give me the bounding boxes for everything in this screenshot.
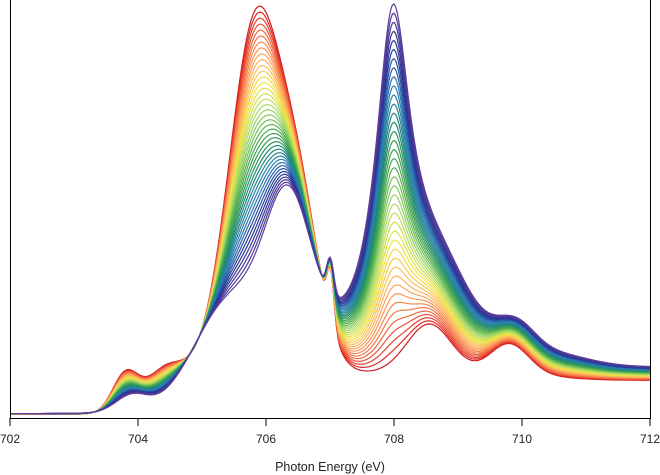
x-tick-label-708: 708 — [384, 432, 404, 446]
x-tick-label-710: 710 — [512, 432, 532, 446]
spectrum-line-40 — [9, 3, 651, 415]
x-tick-label-702: 702 — [0, 432, 20, 446]
x-ticks-group: 702 704 706 708 710 712 — [0, 418, 660, 446]
spectrum-line-15 — [10, 87, 651, 415]
spectra-series-group — [9, 3, 651, 415]
x-tick-label-712: 712 — [640, 432, 660, 446]
x-tick-label-706: 706 — [256, 432, 276, 446]
x-tick-label-704: 704 — [128, 432, 148, 446]
x-axis-title: Photon Energy (eV) — [275, 460, 385, 474]
